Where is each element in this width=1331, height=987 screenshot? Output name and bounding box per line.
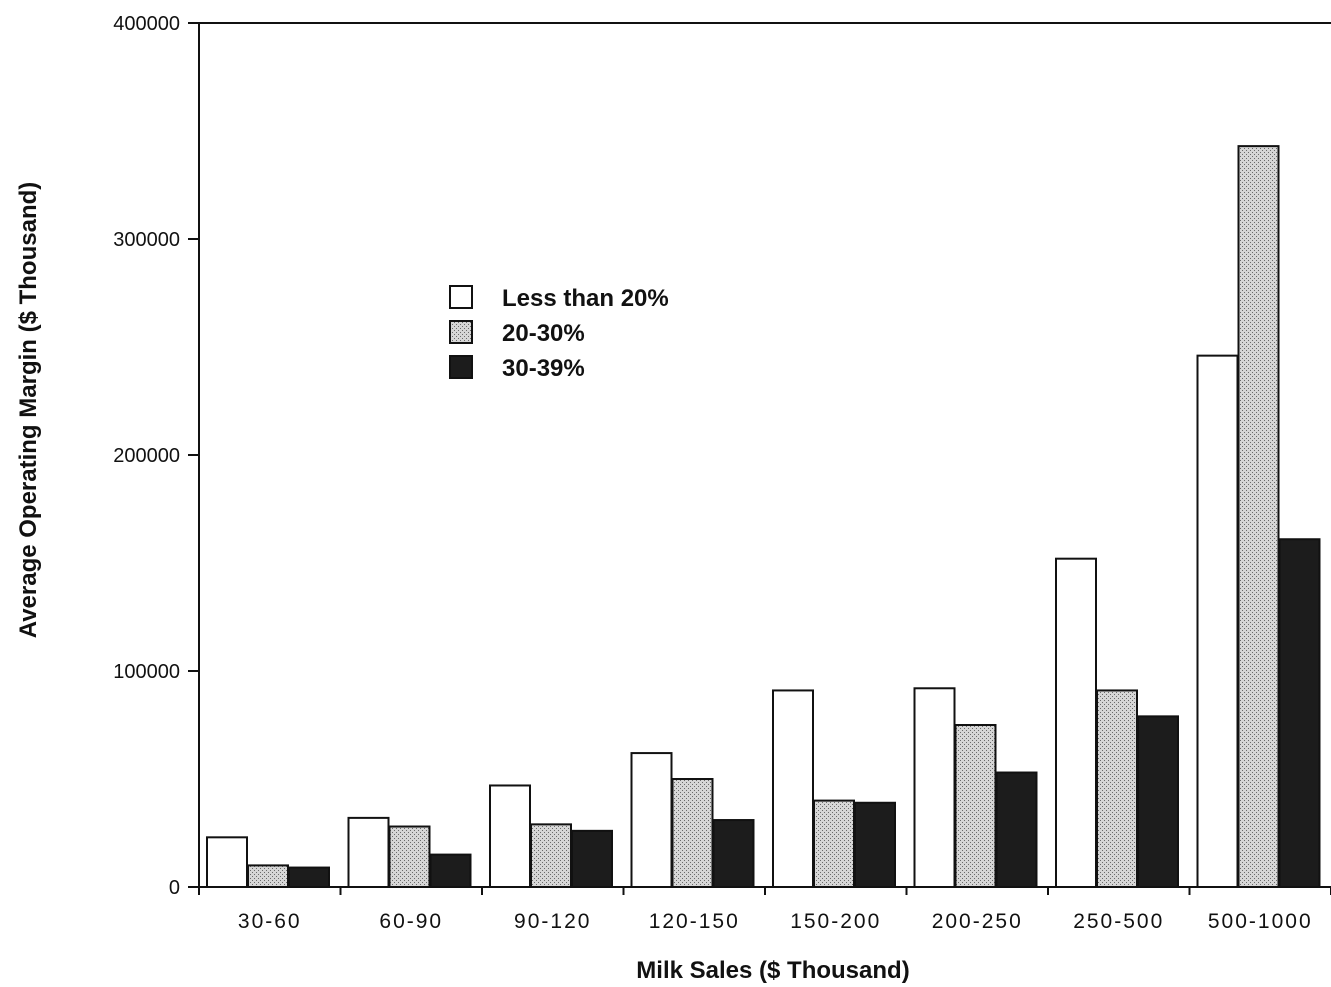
x-tick-label: 30-60 [238, 910, 302, 933]
bar-20-30-500-1000 [1237, 145, 1280, 888]
x-tick-label: 250-500 [1073, 910, 1164, 933]
x-tick-label: 500-1000 [1208, 910, 1313, 933]
y-tick-label: 300000 [113, 229, 180, 251]
bar-20-30-120-150 [671, 778, 714, 888]
bar-less-than-20-90-120 [489, 784, 531, 888]
bar-20-30-30-60 [247, 864, 289, 889]
bar-20-30-250-500 [1096, 689, 1138, 888]
bar-less-than-20-200-250 [913, 687, 956, 889]
bar-30-39-200-250 [995, 771, 1038, 889]
bar-less-than-20-150-200 [772, 689, 814, 888]
legend-label-less-than-20: Less than 20% [502, 285, 669, 312]
y-axis-ticks: 0 100000 200000 300000 400000 [113, 13, 199, 899]
bar-30-39-500-1000 [1278, 538, 1321, 888]
bar-20-30-60-90 [388, 825, 431, 889]
bar-less-than-20-250-500 [1055, 557, 1097, 888]
bars [206, 145, 1321, 889]
bar-20-30-200-250 [954, 724, 997, 888]
bar-30-39-150-200 [854, 801, 896, 889]
bar-30-39-60-90 [429, 853, 472, 888]
bar-20-30-90-120 [530, 823, 572, 888]
bar-less-than-20-30-60 [206, 836, 248, 889]
bar-30-39-120-150 [712, 819, 755, 888]
x-tick-label: 120-150 [649, 910, 740, 933]
bar-less-than-20-120-150 [630, 752, 673, 889]
y-tick-label: 200000 [113, 445, 180, 467]
bar-30-39-30-60 [288, 866, 330, 888]
x-axis-ticks: 30-60 60-90 90-120 120-150 150-200 200-250 250… [198, 887, 1331, 933]
legend: Less than 20% 20-30% 30-39% [449, 285, 669, 382]
y-tick-label: 0 [169, 877, 180, 899]
bar-less-than-20-60-90 [347, 816, 390, 889]
legend-swatch-30-39 [449, 355, 473, 379]
y-axis-title: Average Operating Margin ($ Thousand) [15, 182, 42, 639]
x-axis-title: Milk Sales ($ Thousand) [636, 957, 909, 984]
legend-swatch-less-than-20 [449, 285, 473, 309]
legend-label-20-30: 20-30% [502, 320, 585, 347]
x-tick-label: 90-120 [514, 910, 591, 933]
x-tick-label: 150-200 [790, 910, 881, 933]
legend-swatch-20-30 [449, 320, 473, 344]
bar-20-30-150-200 [813, 799, 855, 888]
x-tick-label: 200-250 [932, 910, 1023, 933]
y-tick-label: 400000 [113, 13, 180, 35]
y-tick-label: 100000 [113, 661, 180, 683]
x-tick-label: 60-90 [379, 910, 443, 933]
bar-less-than-20-500-1000 [1196, 354, 1239, 888]
bar-30-39-250-500 [1137, 715, 1179, 888]
bar-30-39-90-120 [571, 829, 613, 889]
legend-label-30-39: 30-39% [502, 355, 585, 382]
